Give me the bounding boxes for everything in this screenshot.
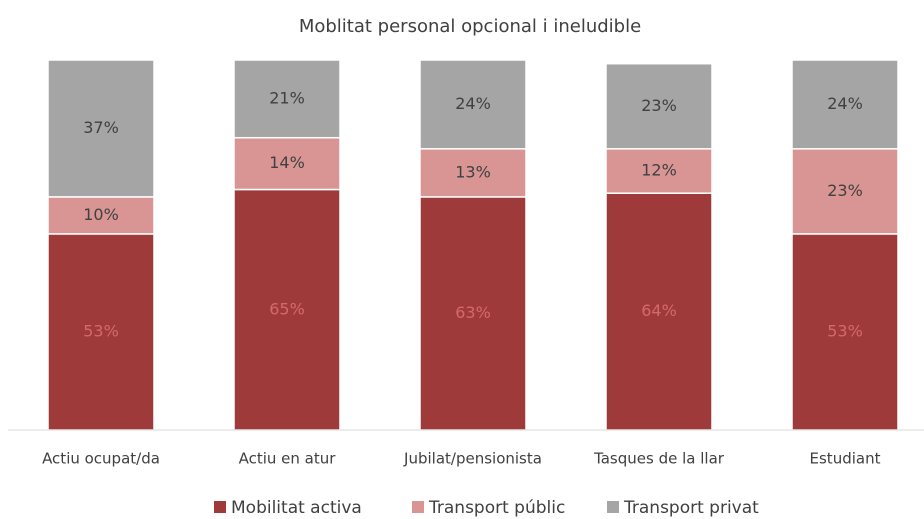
chart-title: Moblitat personal opcional i ineludible: [299, 16, 641, 37]
bar-segment: [233, 188, 341, 431]
data-label: 24%: [455, 94, 491, 113]
bar-segment: [233, 59, 341, 139]
data-label: 37%: [83, 118, 119, 137]
bar-segment: [605, 192, 713, 431]
data-label: 21%: [269, 88, 305, 107]
bar-segment: [47, 196, 155, 235]
bar-segment: [47, 59, 155, 198]
data-label: 53%: [827, 321, 863, 340]
legend-swatch: [607, 501, 619, 513]
data-label: 65%: [269, 299, 305, 318]
legend-label: Transport privat: [623, 498, 759, 518]
data-label: 23%: [827, 181, 863, 200]
bar-segment: [605, 148, 713, 194]
data-label: 23%: [641, 96, 677, 115]
bar-segment: [419, 148, 527, 198]
data-label: 13%: [455, 162, 491, 181]
legend-swatch: [214, 501, 226, 513]
data-label: 24%: [827, 94, 863, 113]
x-tick-label: Tasques de la llar: [593, 450, 725, 468]
bar-segment: [605, 62, 713, 150]
bar-segment: [47, 233, 155, 431]
bar-segment: [419, 59, 527, 150]
data-label: 10%: [83, 205, 119, 224]
bar-segment: [233, 136, 341, 191]
data-label: 63%: [455, 303, 491, 322]
x-tick-label: Estudiant: [810, 450, 881, 468]
data-label: 12%: [641, 161, 677, 180]
data-label: 64%: [641, 301, 677, 320]
legend-swatch: [412, 501, 424, 513]
x-tick-label: Jubilat/pensionista: [403, 450, 542, 468]
legend-label: Transport públic: [428, 498, 565, 518]
legend-label: Mobilitat activa: [231, 498, 362, 518]
bar-segment: [791, 59, 899, 150]
bar-segment: [791, 233, 899, 431]
x-tick-label: Actiu ocupat/da: [42, 450, 160, 468]
x-tick-label: Actiu en atur: [239, 450, 337, 468]
data-label: 14%: [269, 153, 305, 172]
data-label: 53%: [83, 321, 119, 340]
